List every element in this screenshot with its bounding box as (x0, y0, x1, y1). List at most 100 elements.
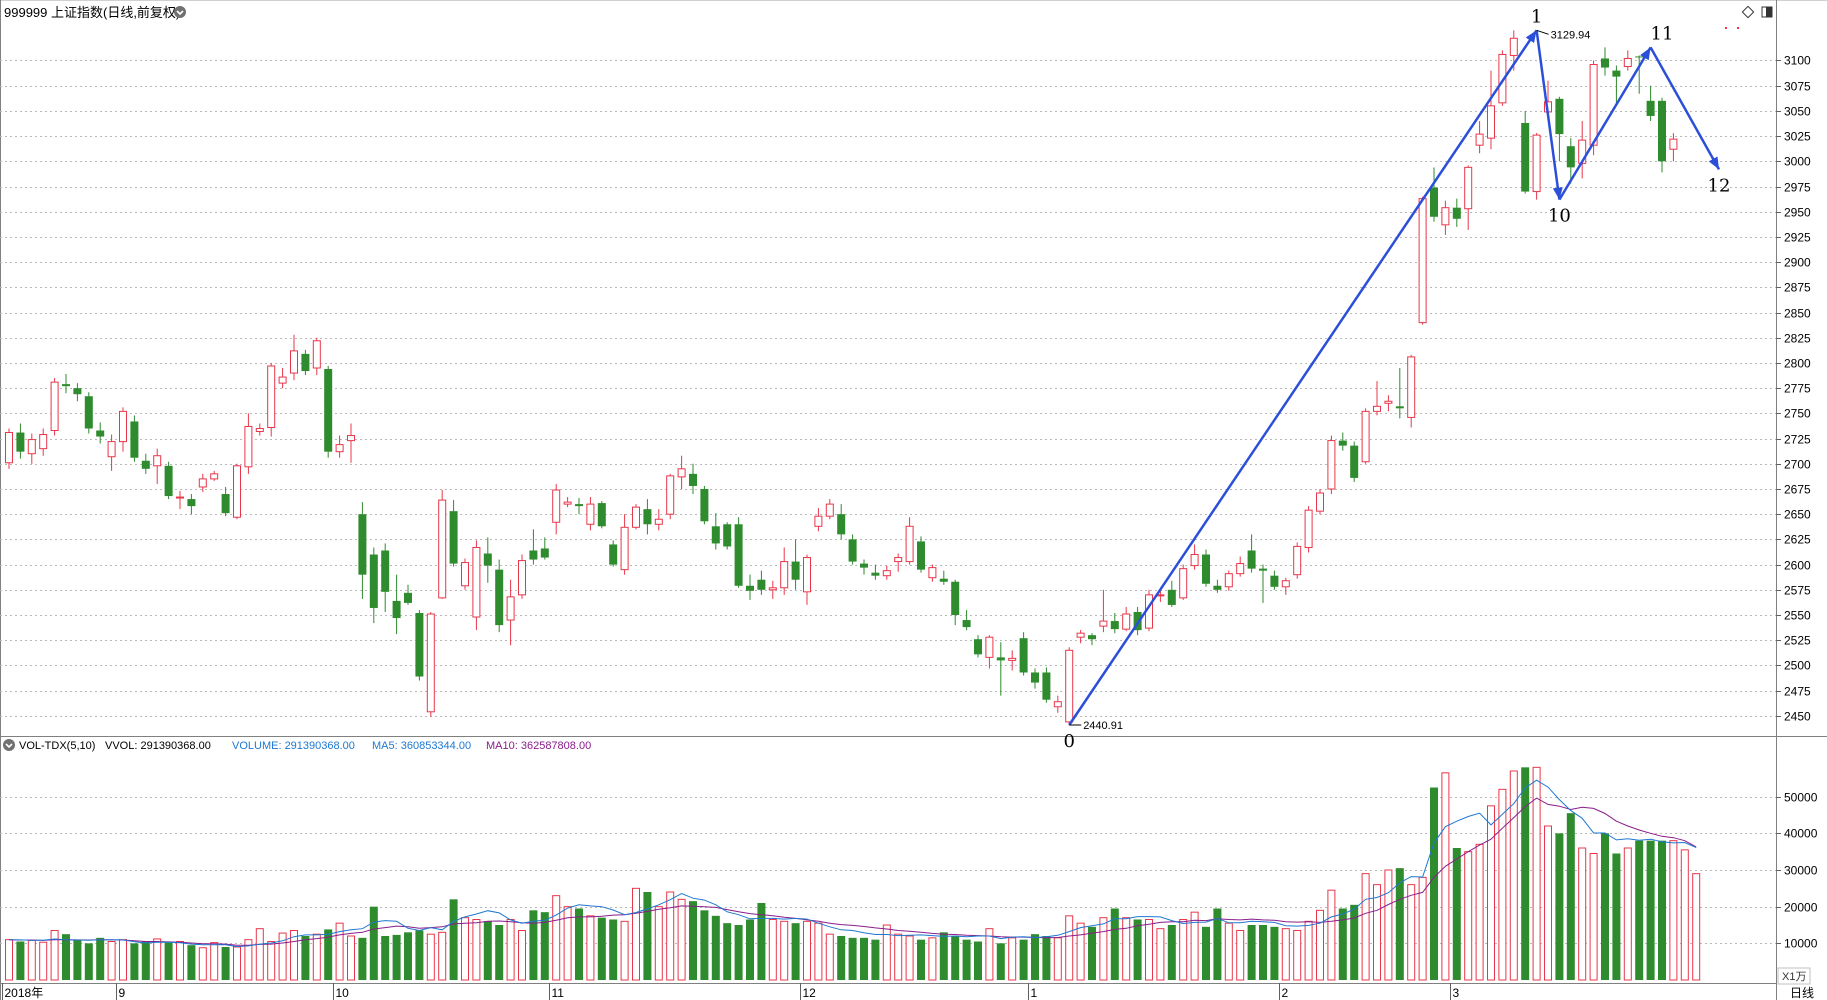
volume-dropdown-icon[interactable] (3, 739, 15, 751)
candle-body (825, 503, 834, 517)
candle-body (1418, 198, 1427, 324)
marker-dots-icon (1725, 27, 1739, 29)
candle-body (96, 430, 105, 437)
candle-body (1065, 649, 1074, 723)
volume-bar (404, 932, 412, 980)
price-tick-label: 3100 (1784, 54, 1811, 68)
candle-body (198, 478, 207, 488)
volume-bar (860, 937, 868, 980)
volume-bar (324, 929, 333, 980)
price-tick-label: 2675 (1784, 483, 1811, 497)
volume-bar (1407, 884, 1416, 981)
volume-bar (734, 925, 743, 980)
volume-bar (871, 939, 880, 980)
candle-body (233, 465, 241, 518)
candle-body (1053, 701, 1062, 708)
candle-body (757, 579, 766, 590)
volume-bar (1589, 853, 1598, 981)
candle-body (438, 499, 447, 599)
diamond-icon[interactable] (1741, 5, 1755, 19)
candle-body (575, 504, 583, 507)
candle-body (1224, 573, 1233, 588)
price-tick-label: 2925 (1784, 231, 1811, 245)
title-dropdown-icon[interactable] (174, 6, 186, 18)
candle-body (1270, 575, 1279, 587)
volume-bar (381, 936, 390, 980)
volume-bar (1373, 884, 1381, 981)
candle-body (1110, 621, 1119, 630)
volume-bar (825, 933, 834, 981)
volume-tick-label: 20000 (1784, 901, 1818, 915)
price-tick-label: 3025 (1784, 130, 1811, 144)
candle-body (381, 550, 390, 592)
candle-body (130, 421, 139, 458)
volume-ma10-line (8, 797, 1697, 946)
candle-body (449, 511, 458, 564)
wave-label: 1 (1531, 6, 1542, 27)
volume-ma5-line (8, 779, 1697, 948)
candle-body (62, 384, 70, 387)
volume-bar (1441, 772, 1450, 981)
volume-bar (563, 906, 572, 981)
price-tick-label: 3050 (1784, 105, 1811, 119)
candle-body (1316, 492, 1324, 512)
candle-body (1612, 70, 1621, 77)
candle-body (1122, 613, 1131, 630)
volume-bar (540, 912, 549, 980)
volume-bar (1179, 919, 1188, 981)
volume-bar (278, 932, 287, 981)
candle-body (1202, 554, 1210, 584)
volume-bar (597, 917, 606, 980)
volume-bar (1578, 847, 1587, 981)
volume-bar (119, 939, 127, 981)
candle-body (643, 509, 652, 525)
volume-bar (677, 898, 686, 981)
candle-body (153, 455, 162, 467)
volume-indicator-label: VOL-TDX(5,10) (19, 740, 95, 752)
volume-bar (1646, 840, 1655, 980)
low-price-label: 2440.91 (1083, 720, 1123, 732)
candle-body (905, 525, 914, 563)
volume-bar (1635, 840, 1644, 980)
candle-body (119, 410, 127, 443)
candle-body (1658, 100, 1666, 162)
volume-bar (1019, 939, 1028, 980)
candle-body (506, 596, 515, 621)
price-tick-label: 2550 (1784, 609, 1811, 623)
candle-body (1304, 509, 1313, 548)
candle-body (632, 506, 640, 528)
volume-bar (985, 928, 994, 981)
volume-bar (1327, 889, 1336, 981)
candle-body (1076, 632, 1085, 638)
candle-body (1350, 445, 1359, 478)
candle-body (461, 562, 469, 587)
volume-bar (233, 946, 241, 981)
volume-bar (1156, 928, 1165, 981)
candle-body (1464, 166, 1473, 210)
wave-label: 11 (1651, 23, 1674, 44)
period-button[interactable]: 日线 (1790, 986, 1814, 1000)
candle-body (335, 444, 344, 453)
wave-arrow-line (1558, 46, 1652, 201)
volume-bar (1498, 788, 1507, 981)
volume-bar (1088, 926, 1096, 980)
candle-body (210, 473, 219, 480)
volume-bar (255, 928, 264, 981)
volume-bar (1213, 908, 1222, 980)
volume-bar (1623, 847, 1632, 981)
panel-toggle-icon[interactable] (1761, 6, 1773, 18)
volume-bar (666, 891, 675, 981)
candle-body (1430, 187, 1438, 217)
candle-body (586, 503, 595, 525)
volume-bar (1053, 937, 1062, 981)
volume-bar (335, 922, 344, 981)
volume-bar (1145, 919, 1153, 981)
candle-body (84, 396, 93, 429)
candle-body (1532, 134, 1541, 193)
volume-bar (1384, 869, 1393, 981)
candle-body (620, 526, 629, 571)
volume-bar (1612, 853, 1621, 980)
volume-bar (1167, 925, 1176, 980)
candle-body (141, 460, 150, 469)
volume-bar (1247, 925, 1256, 980)
